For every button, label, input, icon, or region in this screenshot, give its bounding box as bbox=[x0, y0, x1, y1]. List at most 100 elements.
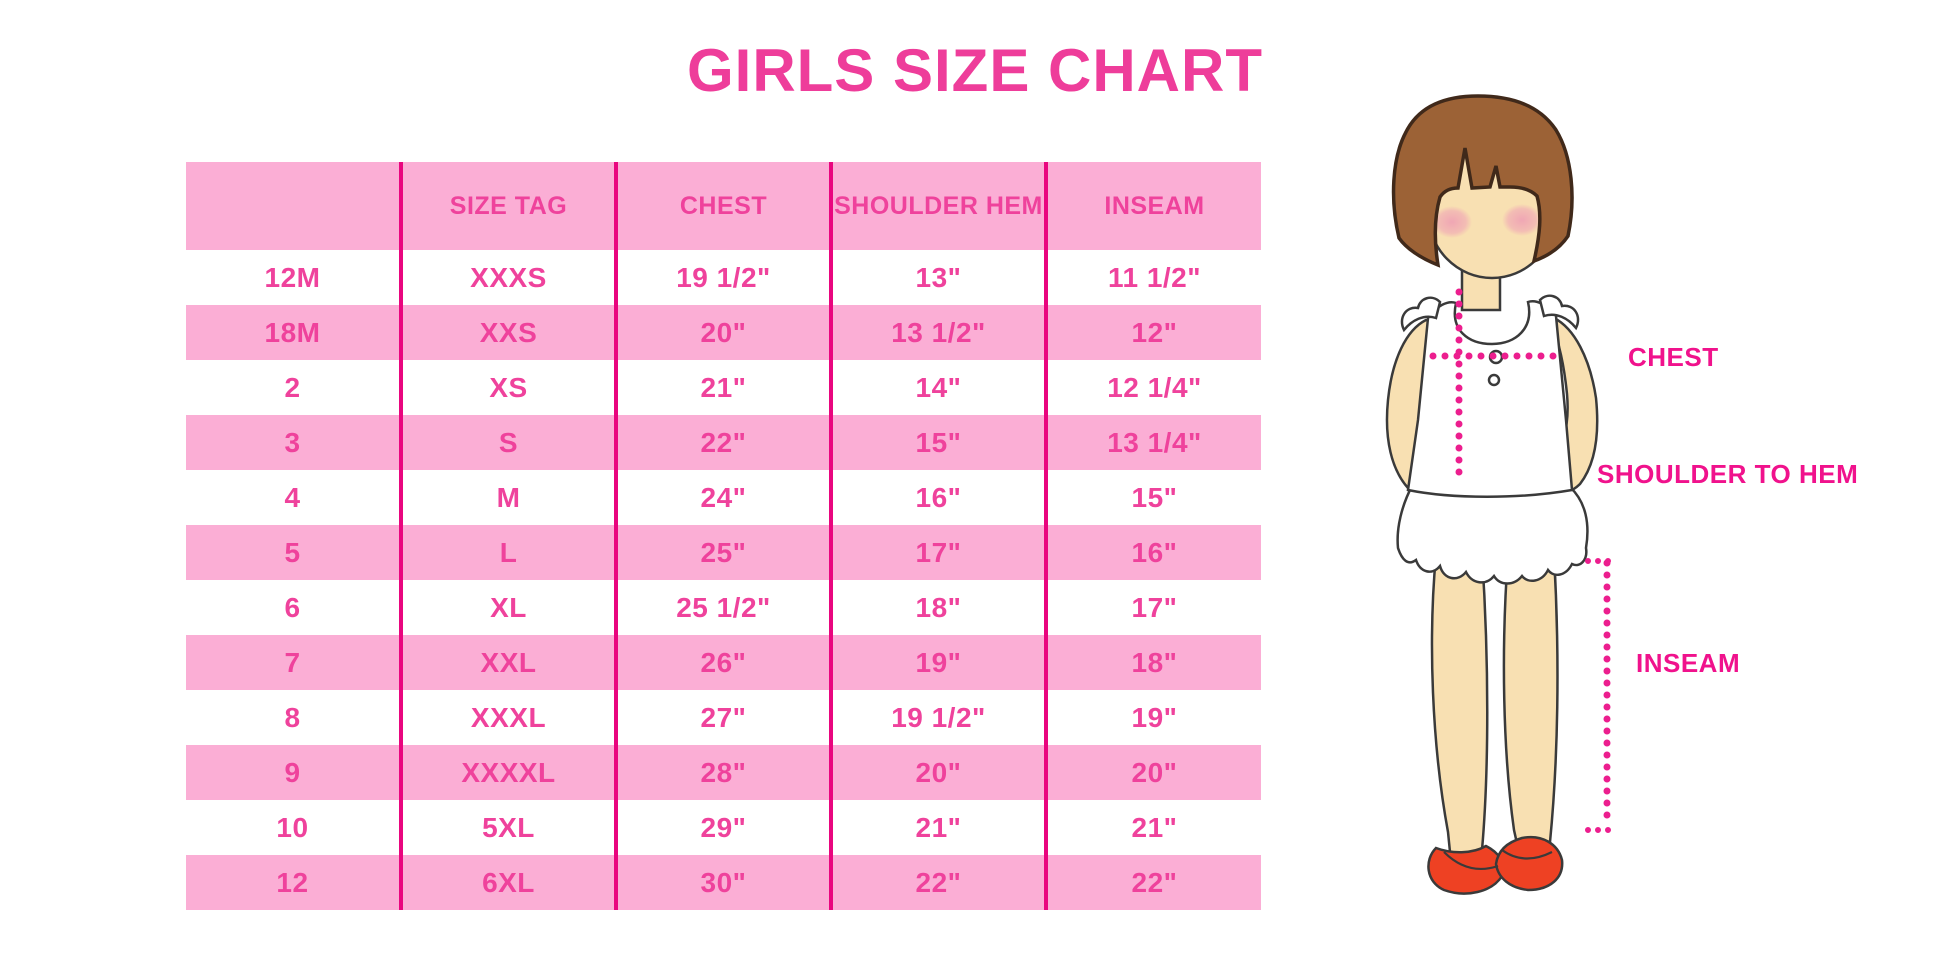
table-cell: 12 bbox=[186, 855, 401, 910]
table-cell: 9 bbox=[186, 745, 401, 800]
table-cell: 12" bbox=[1044, 305, 1261, 360]
table-cell: 25 1/2" bbox=[614, 580, 831, 635]
table-cell: 20" bbox=[1044, 745, 1261, 800]
table-cell: 10 bbox=[276, 811, 309, 843]
table-cell: 6 bbox=[284, 591, 301, 623]
table-cell: 15" bbox=[829, 415, 1046, 470]
table-cell: S bbox=[399, 415, 616, 470]
hair bbox=[1391, 94, 1574, 268]
table-row: 12 6XL 30" 22" 22" bbox=[186, 855, 1261, 910]
right-shoe-strap bbox=[1501, 849, 1553, 860]
table-cell: XXXXL bbox=[399, 745, 616, 800]
table-cell: 13 1/2" bbox=[829, 305, 1046, 360]
table-cell: 13 1/4" bbox=[1044, 415, 1261, 470]
table-row: 12M XXXS 19 1/2" 13" 11 1/2" bbox=[186, 250, 1261, 305]
table-cell: 30" bbox=[614, 855, 831, 910]
table-cell: 26" bbox=[614, 635, 831, 690]
table-cell: 21" bbox=[829, 800, 1046, 855]
right-leg bbox=[1502, 553, 1559, 853]
table-cell: 7 bbox=[186, 635, 401, 690]
left-shoe-strap bbox=[1443, 851, 1499, 870]
table-row: 9 XXXXL 28" 20" 20" bbox=[186, 745, 1261, 800]
table-cell: 22" bbox=[829, 855, 1046, 910]
table-cell: XXL bbox=[399, 635, 616, 690]
column-header-size-tag: SIZE TAG bbox=[399, 162, 616, 250]
table-row: 6 XL 25 1/2" 18" 17" bbox=[186, 580, 1261, 635]
table-cell: 19 1/2" bbox=[614, 250, 831, 305]
table-cell: 13" bbox=[829, 250, 1046, 305]
table-cell: M bbox=[399, 470, 616, 525]
table-cell: 19" bbox=[1044, 690, 1261, 745]
table-cell: 20" bbox=[829, 745, 1046, 800]
table-cell: 19" bbox=[829, 635, 1046, 690]
table-cell: 18M bbox=[186, 305, 401, 360]
inseam-measure-label: INSEAM bbox=[1636, 648, 1741, 678]
table-cell: 21" bbox=[1044, 800, 1261, 855]
table-cell: 19 1/2" bbox=[829, 690, 1046, 745]
right-shoe bbox=[1494, 835, 1564, 892]
table-cell: 17" bbox=[1044, 580, 1261, 635]
column-header-shoulder-hem: SHOULDER HEM bbox=[829, 162, 1046, 250]
table-cell: 18" bbox=[829, 580, 1046, 635]
table-cell: 22" bbox=[614, 415, 831, 470]
table-cell: 5 bbox=[186, 525, 401, 580]
table-cell: 20" bbox=[614, 305, 831, 360]
column-header-blank bbox=[186, 162, 401, 250]
table-cell: 11 1/2" bbox=[1044, 250, 1261, 305]
table-cell: 12M bbox=[264, 261, 321, 293]
right-ruffle bbox=[1538, 294, 1580, 331]
table-cell: 16" bbox=[829, 470, 1046, 525]
table-row: 2 XS 21" 14" 12 1/4" bbox=[186, 360, 1261, 415]
table-row: 18M XXS 20" 13 1/2" 12" bbox=[186, 305, 1261, 360]
table-row: 7 XXL 26" 19" 18" bbox=[186, 635, 1261, 690]
table-row: 3 S 22" 15" 13 1/4" bbox=[186, 415, 1261, 470]
column-header-inseam: INSEAM bbox=[1044, 162, 1261, 250]
table-cell: 22" bbox=[1044, 855, 1261, 910]
table-cell: 3 bbox=[186, 415, 401, 470]
left-leg bbox=[1430, 553, 1489, 857]
column-header-chest: CHEST bbox=[614, 162, 831, 250]
table-cell: L bbox=[399, 525, 616, 580]
table-cell: 27" bbox=[614, 690, 831, 745]
table-cell: 6XL bbox=[399, 855, 616, 910]
left-ruffle bbox=[1400, 296, 1442, 333]
table-cell: 12 1/4" bbox=[1044, 360, 1261, 415]
size-table-body: 12M XXXS 19 1/2" 13" 11 1/2" 18M XXS 20" 13 1/2"… bbox=[186, 250, 1261, 910]
size-table: SIZE TAG CHEST SHOULDER HEM INSEAM 12M XX… bbox=[186, 162, 1261, 910]
table-cell: XXXS bbox=[399, 250, 616, 305]
left-blush bbox=[1432, 206, 1472, 238]
table-row: 8 XXXL 27" 19 1/2" 19" bbox=[186, 690, 1261, 745]
table-header-row: SIZE TAG CHEST SHOULDER HEM INSEAM bbox=[186, 162, 1261, 250]
girl-illustration bbox=[1385, 94, 1621, 895]
shoulder-to-hem-measure-label: SHOULDER TO HEM bbox=[1597, 459, 1859, 489]
table-cell: 28" bbox=[614, 745, 831, 800]
table-cell: 16" bbox=[1044, 525, 1261, 580]
table-cell: 21" bbox=[614, 360, 831, 415]
table-cell: 18" bbox=[1044, 635, 1261, 690]
table-cell: XL bbox=[399, 580, 616, 635]
left-shoe bbox=[1427, 844, 1505, 895]
table-cell: XXXL bbox=[399, 690, 616, 745]
table-cell: 25" bbox=[614, 525, 831, 580]
table-cell: 15" bbox=[1044, 470, 1261, 525]
table-cell: 8 bbox=[284, 701, 301, 733]
table-cell: 4 bbox=[284, 481, 301, 513]
button-bottom bbox=[1487, 373, 1501, 387]
table-cell: 29" bbox=[614, 800, 831, 855]
table-row: 4 M 24" 16" 15" bbox=[186, 470, 1261, 525]
right-blush bbox=[1502, 204, 1542, 236]
table-cell: XXS bbox=[399, 305, 616, 360]
table-row: 5 L 25" 17" 16" bbox=[186, 525, 1261, 580]
table-cell: XS bbox=[399, 360, 616, 415]
table-row: 10 5XL 29" 21" 21" bbox=[186, 800, 1261, 855]
page-title: GIRLS SIZE CHART bbox=[686, 37, 1263, 104]
table-cell: 17" bbox=[829, 525, 1046, 580]
chest-measure-label: CHEST bbox=[1628, 342, 1719, 372]
bodice bbox=[1406, 300, 1574, 498]
table-cell: 5XL bbox=[399, 800, 616, 855]
table-cell: 14" bbox=[829, 360, 1046, 415]
skirt bbox=[1396, 484, 1589, 585]
table-cell: 24" bbox=[614, 470, 831, 525]
table-cell: 2 bbox=[284, 371, 301, 403]
